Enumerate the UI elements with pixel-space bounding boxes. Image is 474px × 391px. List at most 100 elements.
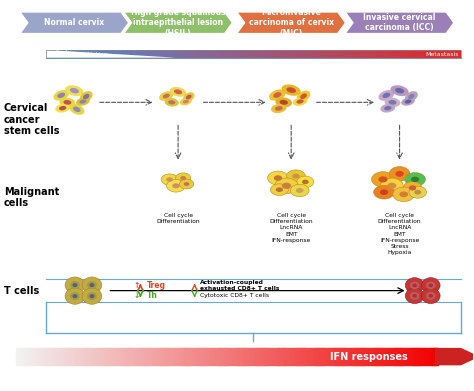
Bar (233, 348, 236, 365)
Bar (374, 348, 377, 365)
Ellipse shape (175, 173, 191, 183)
Polygon shape (287, 50, 289, 58)
Bar (54, 348, 56, 365)
Polygon shape (65, 50, 67, 58)
Bar (87, 348, 90, 365)
Polygon shape (69, 50, 71, 58)
Polygon shape (164, 50, 166, 58)
Bar (77, 348, 79, 365)
Polygon shape (212, 50, 214, 58)
Polygon shape (345, 50, 347, 58)
Bar (425, 348, 428, 365)
Bar (389, 348, 392, 365)
Polygon shape (388, 50, 390, 58)
Bar (355, 348, 358, 365)
Bar (403, 348, 406, 365)
Polygon shape (370, 50, 372, 58)
Ellipse shape (286, 87, 296, 93)
Polygon shape (220, 50, 222, 58)
Polygon shape (73, 50, 75, 58)
Bar (220, 348, 223, 365)
Ellipse shape (73, 283, 77, 287)
Polygon shape (79, 50, 82, 58)
Bar (243, 348, 246, 365)
Ellipse shape (180, 98, 192, 105)
Polygon shape (189, 50, 191, 58)
Bar (182, 348, 185, 365)
Ellipse shape (409, 186, 427, 198)
Ellipse shape (271, 184, 288, 196)
Polygon shape (401, 50, 403, 58)
Bar (224, 348, 227, 365)
Bar (256, 348, 259, 365)
Bar (106, 348, 109, 365)
Bar (395, 348, 398, 365)
Polygon shape (320, 50, 322, 58)
Polygon shape (148, 50, 150, 58)
Ellipse shape (393, 187, 415, 202)
Bar (201, 348, 204, 365)
Bar (370, 348, 373, 365)
Polygon shape (278, 50, 281, 58)
Bar (321, 348, 324, 365)
Ellipse shape (389, 100, 396, 105)
Polygon shape (322, 50, 324, 58)
Polygon shape (361, 50, 364, 58)
Polygon shape (237, 12, 346, 33)
Text: ↓: ↓ (133, 291, 139, 300)
Polygon shape (399, 50, 401, 58)
Polygon shape (71, 50, 73, 58)
Bar (110, 348, 113, 365)
Bar (326, 348, 328, 365)
Bar (418, 348, 421, 365)
Polygon shape (208, 50, 210, 58)
Polygon shape (405, 50, 407, 58)
Bar (144, 348, 147, 365)
Bar (340, 348, 343, 365)
Bar (364, 348, 366, 365)
Bar (328, 348, 330, 365)
Bar (146, 348, 149, 365)
Polygon shape (50, 50, 52, 58)
Ellipse shape (164, 98, 179, 107)
Polygon shape (125, 50, 127, 58)
Ellipse shape (280, 100, 288, 105)
Polygon shape (121, 50, 123, 58)
Bar (199, 348, 201, 365)
Polygon shape (295, 50, 297, 58)
Ellipse shape (405, 278, 424, 293)
Polygon shape (258, 50, 260, 58)
Polygon shape (245, 50, 247, 58)
Bar (66, 348, 69, 365)
Polygon shape (255, 50, 258, 58)
Polygon shape (154, 50, 156, 58)
Polygon shape (378, 50, 380, 58)
Polygon shape (239, 50, 241, 58)
Polygon shape (46, 50, 48, 58)
Polygon shape (100, 50, 102, 58)
Bar (231, 348, 233, 365)
Polygon shape (123, 50, 125, 58)
Polygon shape (347, 50, 349, 58)
FancyArrow shape (435, 348, 474, 365)
Polygon shape (274, 50, 276, 58)
Ellipse shape (170, 87, 186, 97)
Bar (176, 348, 179, 365)
Polygon shape (247, 50, 249, 58)
Ellipse shape (372, 172, 394, 187)
Ellipse shape (54, 90, 69, 100)
Ellipse shape (275, 106, 283, 111)
Bar (131, 348, 134, 365)
Polygon shape (301, 50, 303, 58)
Bar (58, 348, 60, 365)
Bar (384, 348, 387, 365)
Polygon shape (390, 50, 392, 58)
Polygon shape (52, 50, 55, 58)
Bar (235, 348, 237, 365)
Polygon shape (235, 50, 237, 58)
Bar (288, 348, 290, 365)
Ellipse shape (395, 171, 404, 177)
Bar (51, 348, 54, 365)
Bar (74, 348, 77, 365)
Bar (250, 348, 252, 365)
